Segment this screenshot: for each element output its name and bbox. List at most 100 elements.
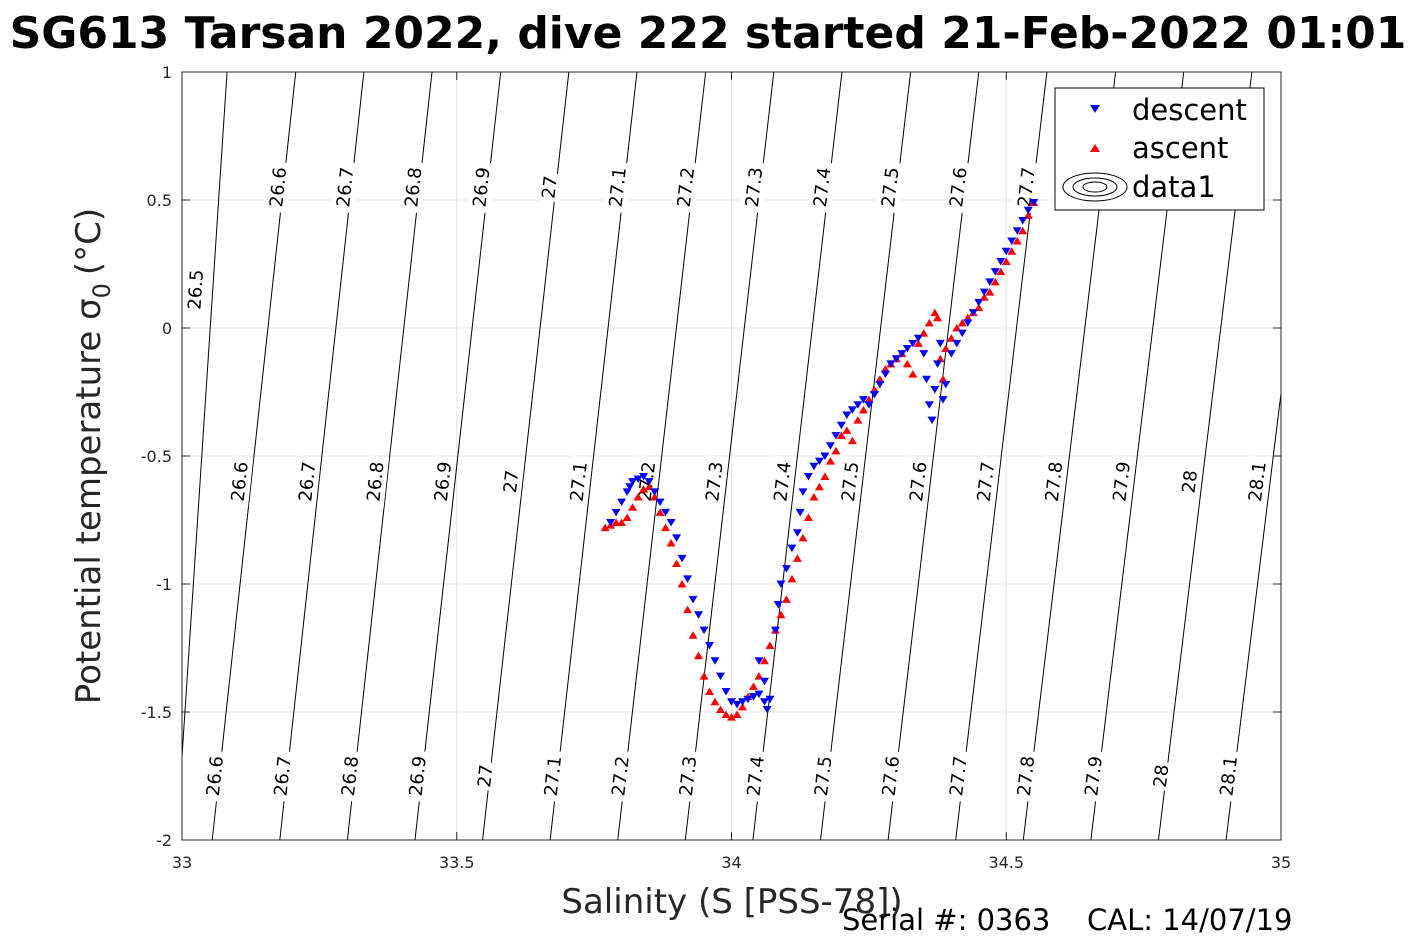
ascent-point (990, 277, 1000, 286)
descent-point (699, 626, 709, 635)
descent-point (617, 498, 627, 507)
descent-point (886, 360, 896, 368)
isopycnal-label-bg (672, 161, 700, 214)
isopycnal-label: 26.5 (183, 263, 209, 316)
ascent-point (825, 457, 835, 465)
descent-point (897, 350, 907, 358)
ascent-point (628, 503, 638, 511)
descent-point (902, 344, 912, 353)
descent-point (759, 677, 769, 686)
x-tick-label: 34 (721, 853, 741, 872)
descent-point (666, 519, 676, 527)
isopycnal-label-bg (399, 161, 428, 214)
isopycnal-label: 28.1 (1243, 455, 1272, 508)
descent-point (957, 329, 967, 338)
isopycnal-label-text: 27.5 (838, 461, 864, 503)
x-tick-label: 35 (1271, 853, 1291, 872)
descent-point (688, 595, 698, 604)
ascent-point (913, 339, 923, 347)
isopycnal-label-bg (472, 760, 498, 792)
isopycnal-label-bg (768, 455, 797, 508)
descent-point (974, 298, 984, 307)
ascent-point (809, 492, 819, 501)
isopycnal-label-bg (201, 749, 229, 803)
ascent-point (842, 426, 852, 434)
descent-point (869, 391, 879, 399)
isopycnal-label: 27 (472, 760, 498, 792)
isopycnal-label-text: 27.3 (702, 461, 727, 503)
descent-point (963, 319, 973, 327)
descent-point (798, 488, 808, 496)
descent-point (933, 360, 943, 368)
ascent-point (732, 710, 742, 719)
descent-point (625, 483, 635, 491)
y-axis-ticks: -2 -1.5 -1 -0.5 0 0.5 1 (141, 63, 1281, 850)
descent-point (787, 544, 797, 553)
ascent-point (930, 308, 940, 317)
descent-point (650, 488, 660, 496)
ascent-point (1018, 226, 1028, 235)
isopycnal-label-bg (876, 161, 905, 214)
isopycnal-label-text: 26.9 (469, 166, 494, 208)
descent-point (792, 529, 802, 537)
ascent-point (666, 539, 676, 547)
descent-point (880, 370, 890, 379)
x-tick-label: 34.5 (988, 853, 1024, 872)
ascent-point (705, 687, 715, 696)
descent-point (655, 498, 665, 507)
isopycnal-label: 27.4 (741, 749, 770, 803)
isopycnal-label: 27.1 (565, 455, 593, 508)
isopycnal-label: 27.8 (1040, 455, 1068, 508)
descent-point (639, 472, 649, 481)
isopycnal-label-bg (264, 161, 292, 214)
descent-point (842, 411, 852, 420)
ascent-point (792, 554, 802, 562)
isopycnal-label: 26.7 (331, 161, 359, 214)
descent-point (913, 334, 923, 343)
descent-point (781, 565, 791, 573)
isopycnal-label: 27.8 (1012, 749, 1040, 803)
descent-point (941, 380, 951, 389)
legend-label-descent: descent (1132, 93, 1247, 127)
descent-point (803, 472, 813, 481)
ascent-point (672, 559, 682, 568)
isopycnal-label-text: 27.5 (878, 166, 904, 208)
isopycnal-label-text: 27.9 (1081, 755, 1107, 797)
isopycnal-label-bg (604, 161, 632, 214)
descent-point (814, 457, 824, 466)
y-tick-label: -1 (156, 575, 172, 594)
legend-label-ascent: ascent (1132, 131, 1228, 165)
isopycnal-label: 26.6 (201, 749, 229, 803)
isopycnal-label-bg (1107, 455, 1136, 508)
isopycnal-label: 27.2 (606, 749, 635, 803)
serial-number: Serial #: 0363 (842, 903, 1050, 937)
isopycnal-label: 26.7 (268, 749, 297, 803)
descent-point (737, 698, 747, 706)
isopycnal-label-text: 27.6 (906, 461, 932, 503)
ascent-point (831, 446, 841, 455)
isopycnal-label: 27.6 (904, 455, 933, 508)
y-axis-label: Potential temperature σ0 (°C) (69, 208, 116, 704)
isopycnal-label: 27 (537, 172, 563, 203)
descent-point (853, 401, 863, 409)
descent-point (968, 309, 978, 317)
isopycnal-label: 27.7 (972, 455, 1000, 508)
isopycnal-label: 28 (1148, 760, 1174, 792)
descent-point (927, 416, 937, 425)
isopycnal-label-bg (809, 749, 838, 803)
isopycnal-label-text: 27.3 (742, 166, 767, 208)
isopycnal-label-text: 26.8 (338, 755, 363, 797)
isopycnal-label-text: 27.6 (946, 166, 972, 208)
isopycnal-label-text: 27.6 (879, 755, 905, 797)
calibration-date: CAL: 14/07/19 (1087, 903, 1292, 937)
isopycnal-label-text: 28.1 (1216, 755, 1242, 797)
isopycnal-label-bg (183, 263, 209, 316)
descent-point (985, 278, 995, 286)
descent-point (683, 575, 693, 583)
isopycnal-label-text: 27 (538, 175, 561, 200)
isopycnal-label-text: 26.5 (184, 269, 208, 310)
ascent-point (996, 267, 1006, 276)
isopycnal-label-bg (674, 749, 702, 803)
descent-point (990, 268, 1000, 276)
legend-entry-data1: data1 (1062, 170, 1216, 204)
